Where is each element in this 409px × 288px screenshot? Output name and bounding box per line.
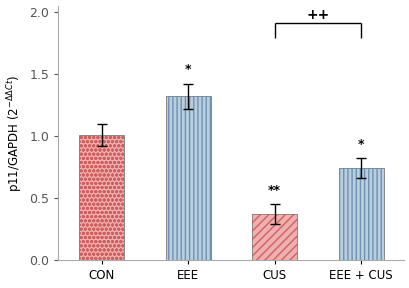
Y-axis label: p11/GAPDH $(2^{-\Delta\Delta Ct})$: p11/GAPDH $(2^{-\Delta\Delta Ct})$	[6, 74, 25, 192]
Bar	[338, 168, 383, 260]
Text: **: **	[267, 184, 281, 197]
Bar	[79, 135, 124, 260]
Bar	[165, 96, 210, 260]
Bar	[252, 215, 297, 260]
Text: *: *	[357, 138, 364, 151]
Bar	[79, 135, 124, 260]
Bar	[165, 96, 210, 260]
Bar	[252, 215, 297, 260]
Bar	[338, 168, 383, 260]
Text: ++: ++	[306, 8, 329, 22]
Text: *: *	[184, 63, 191, 76]
